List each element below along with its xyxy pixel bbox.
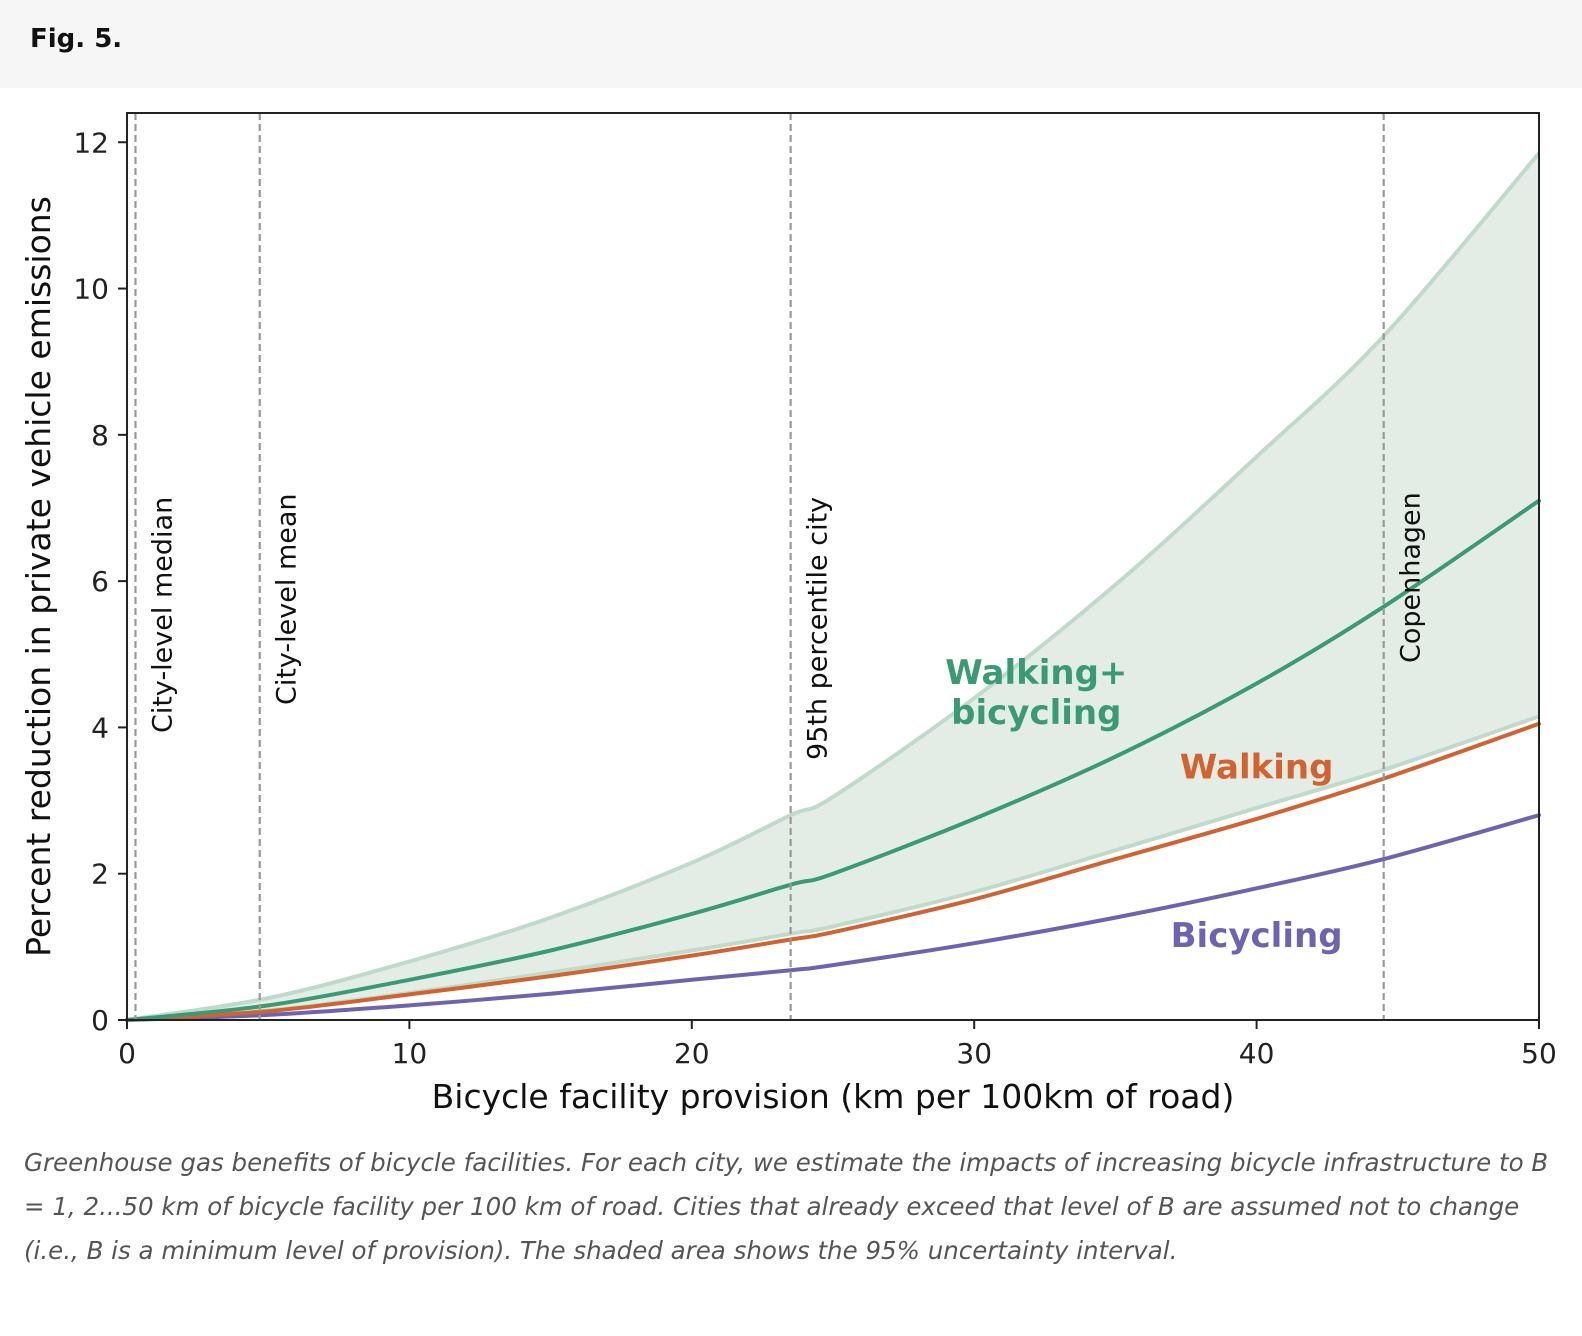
y-tick-label: 2 <box>91 858 109 891</box>
copenhagen-reference-label: Copenhagen <box>1396 492 1427 663</box>
x-tick-label: 20 <box>674 1037 710 1070</box>
figure-header: Fig. 5. <box>0 0 1582 88</box>
plot-frame <box>126 112 1540 1021</box>
x-axis-label: Bicycle facility provision (km per 100km… <box>432 1077 1235 1116</box>
emissions-reduction-chart: City-level median City-level mean 95th per… <box>19 112 1557 1116</box>
y-tick-label: 10 <box>73 273 109 306</box>
x-tick-label: 40 <box>1239 1037 1275 1070</box>
walking-bicycling-line <box>125 813 1541 1022</box>
bicycling-line <box>125 498 1541 1022</box>
x-tick-label: 30 <box>956 1037 992 1070</box>
x-tick-label: 50 <box>1521 1037 1557 1070</box>
walking-series-label: Walking <box>1180 748 1334 788</box>
walking-bicycling-series-label-line: Walking+ <box>945 653 1127 693</box>
uncertainty-band-upper-edge <box>126 151 1541 1022</box>
y-tick-label: 8 <box>91 419 109 452</box>
figure-caption: Greenhouse gas benefits of bicycle facil… <box>24 1148 1549 1265</box>
y-tick-label: 12 <box>73 126 109 159</box>
walking-bicycling-series-label: Walking+ bicycling <box>945 653 1127 733</box>
walking-bicycling-series-label-line: bicycling <box>951 693 1121 733</box>
percentile-reference-label: 95th percentile city <box>803 497 834 760</box>
y-axis-label: Percent reduction in private vehicle emi… <box>19 196 58 957</box>
bicycling-series-label-line: Bicycling <box>1171 916 1343 956</box>
walking-line <box>125 721 1541 1022</box>
y-tick-label: 0 <box>91 1004 109 1037</box>
bicycling-series-label: Bicycling <box>1171 916 1343 956</box>
y-tick-label: 6 <box>91 565 109 598</box>
median-reference-label: City-level median <box>147 497 178 733</box>
walking-series-label-line: Walking <box>1180 748 1334 788</box>
mean-reference-label: City-level mean <box>272 493 303 705</box>
figure-label: Fig. 5. <box>30 24 123 54</box>
uncertainty-band <box>127 153 1539 1020</box>
y-tick-label: 4 <box>91 711 109 744</box>
x-tick-label: 0 <box>118 1037 136 1070</box>
x-tick-label: 10 <box>392 1037 428 1070</box>
